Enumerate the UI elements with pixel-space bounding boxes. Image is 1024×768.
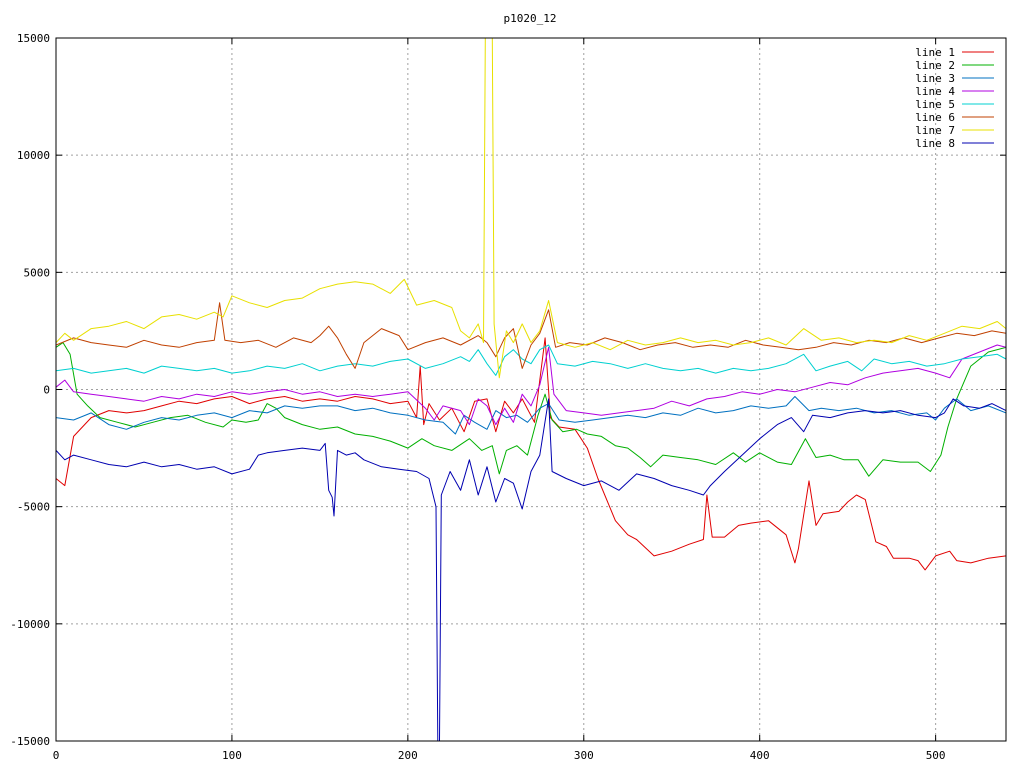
y-tick-label: -15000: [10, 735, 50, 748]
x-tick-label: 300: [574, 749, 594, 762]
series-line-3: [56, 396, 1006, 435]
y-tick-label: 10000: [17, 149, 50, 162]
legend-label: line 3: [915, 72, 955, 85]
y-tick-label: -5000: [17, 501, 50, 514]
series-line-7: [56, 38, 1006, 379]
series-line-8: [56, 398, 1006, 741]
x-tick-label: 500: [926, 749, 946, 762]
series-line-6: [56, 302, 1006, 369]
chart-title: p1020_12: [504, 12, 557, 25]
legend-label: line 2: [915, 59, 955, 72]
y-tick-label: 15000: [17, 32, 50, 45]
y-tick-labels: -15000 -10000 -5000 0 5000 10000 15000: [10, 32, 50, 748]
series-line-4: [56, 344, 1006, 426]
series-line-1: [56, 337, 1006, 571]
x-tick-label: 200: [398, 749, 418, 762]
series-line-5: [56, 344, 1006, 376]
x-tick-labels: 0 100 200 300 400 500: [53, 749, 946, 762]
legend-label: line 6: [915, 111, 955, 124]
series-lines: [56, 38, 1006, 741]
x-tick-label: 100: [222, 749, 242, 762]
legend-label: line 7: [915, 124, 955, 137]
legend-label: line 4: [915, 85, 955, 98]
x-tick-label: 400: [750, 749, 770, 762]
legend-label: line 5: [915, 98, 955, 111]
legend-label: line 8: [915, 137, 955, 150]
y-tick-label: 5000: [24, 266, 51, 279]
series-line-2: [56, 342, 1006, 477]
y-tick-label: 0: [43, 384, 50, 397]
legend-label: line 1: [915, 46, 955, 59]
axis-ticks: [55, 37, 1006, 742]
grid: [56, 38, 1006, 741]
y-tick-label: -10000: [10, 618, 50, 631]
x-tick-label: 0: [53, 749, 60, 762]
